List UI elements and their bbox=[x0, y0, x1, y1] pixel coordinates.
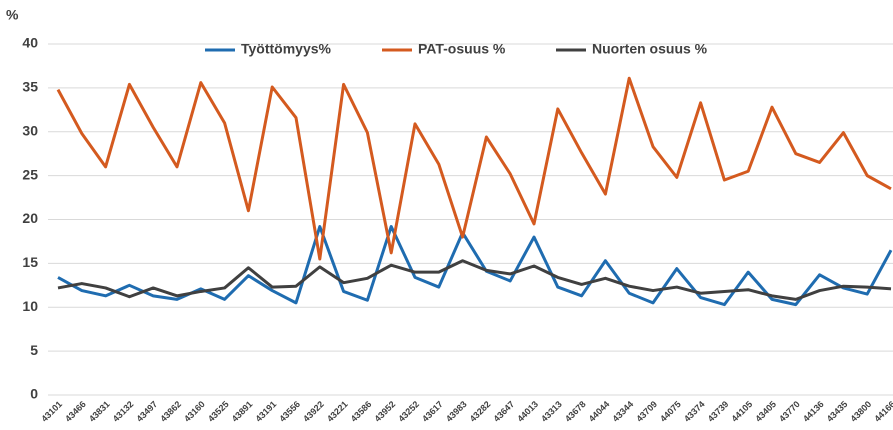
y-tick-label: 0 bbox=[30, 386, 38, 402]
x-tick-label: 44044 bbox=[587, 399, 612, 424]
x-tick-label: 43556 bbox=[277, 399, 302, 424]
y-tick-label: 5 bbox=[30, 342, 38, 358]
y-tick-label: 25 bbox=[22, 166, 38, 182]
x-tick-label: 43160 bbox=[182, 399, 207, 424]
x-tick-label: 43862 bbox=[158, 399, 183, 424]
x-tick-label: 44105 bbox=[730, 399, 755, 424]
x-tick-label: 44166 bbox=[872, 399, 893, 424]
x-tick-label: 43132 bbox=[111, 399, 136, 424]
x-tick-label: 43739 bbox=[706, 399, 731, 424]
x-tick-label: 43252 bbox=[396, 399, 421, 424]
x-tick-label: 43525 bbox=[206, 399, 231, 424]
x-tick-label: 43282 bbox=[468, 399, 493, 424]
x-tick-label: 43497 bbox=[135, 399, 160, 424]
y-tick-label: 40 bbox=[22, 35, 38, 51]
x-tick-label: 43770 bbox=[777, 399, 802, 424]
x-tick-label: 44075 bbox=[658, 399, 683, 424]
x-tick-label: 43374 bbox=[682, 399, 707, 424]
legend-label: PAT-osuus % bbox=[418, 41, 506, 57]
line-series bbox=[56, 76, 892, 261]
line-series bbox=[57, 259, 892, 301]
x-tick-label: 43678 bbox=[563, 399, 588, 424]
x-tick-label: 43952 bbox=[373, 399, 398, 424]
x-tick-label: 43709 bbox=[634, 399, 659, 424]
legend-label: Työttömyys% bbox=[241, 41, 332, 57]
x-tick-label: 43800 bbox=[849, 399, 874, 424]
y-tick-label: 10 bbox=[22, 298, 38, 314]
x-tick-label: 43891 bbox=[230, 399, 255, 424]
x-tick-label: 43435 bbox=[825, 399, 850, 424]
x-tick-label: 43221 bbox=[325, 399, 350, 424]
x-tick-label: 43617 bbox=[420, 399, 445, 424]
line-series bbox=[57, 225, 893, 307]
x-tick-label: 43191 bbox=[254, 399, 279, 424]
y-tick-label: 30 bbox=[22, 122, 38, 138]
x-tick-label: 43101 bbox=[39, 399, 64, 424]
x-tick-label: 43647 bbox=[492, 399, 517, 424]
x-tick-label: 43922 bbox=[301, 399, 326, 424]
y-tick-label: 35 bbox=[22, 79, 38, 95]
x-tick-label: 43313 bbox=[539, 399, 564, 424]
x-tick-label: 43831 bbox=[87, 399, 112, 424]
x-tick-label: 43983 bbox=[444, 399, 469, 424]
x-tick-label: 43586 bbox=[349, 399, 374, 424]
x-tick-label: 43466 bbox=[63, 399, 88, 424]
y-tick-label: 20 bbox=[22, 210, 38, 226]
y-tick-label: 15 bbox=[22, 254, 38, 270]
x-tick-label: 43405 bbox=[753, 399, 778, 424]
x-tick-label: 44136 bbox=[801, 399, 826, 424]
legend-label: Nuorten osuus % bbox=[592, 41, 708, 57]
x-tick-label: 44013 bbox=[515, 399, 540, 424]
x-tick-label: 43344 bbox=[611, 399, 636, 424]
y-axis-label: % bbox=[6, 7, 19, 23]
